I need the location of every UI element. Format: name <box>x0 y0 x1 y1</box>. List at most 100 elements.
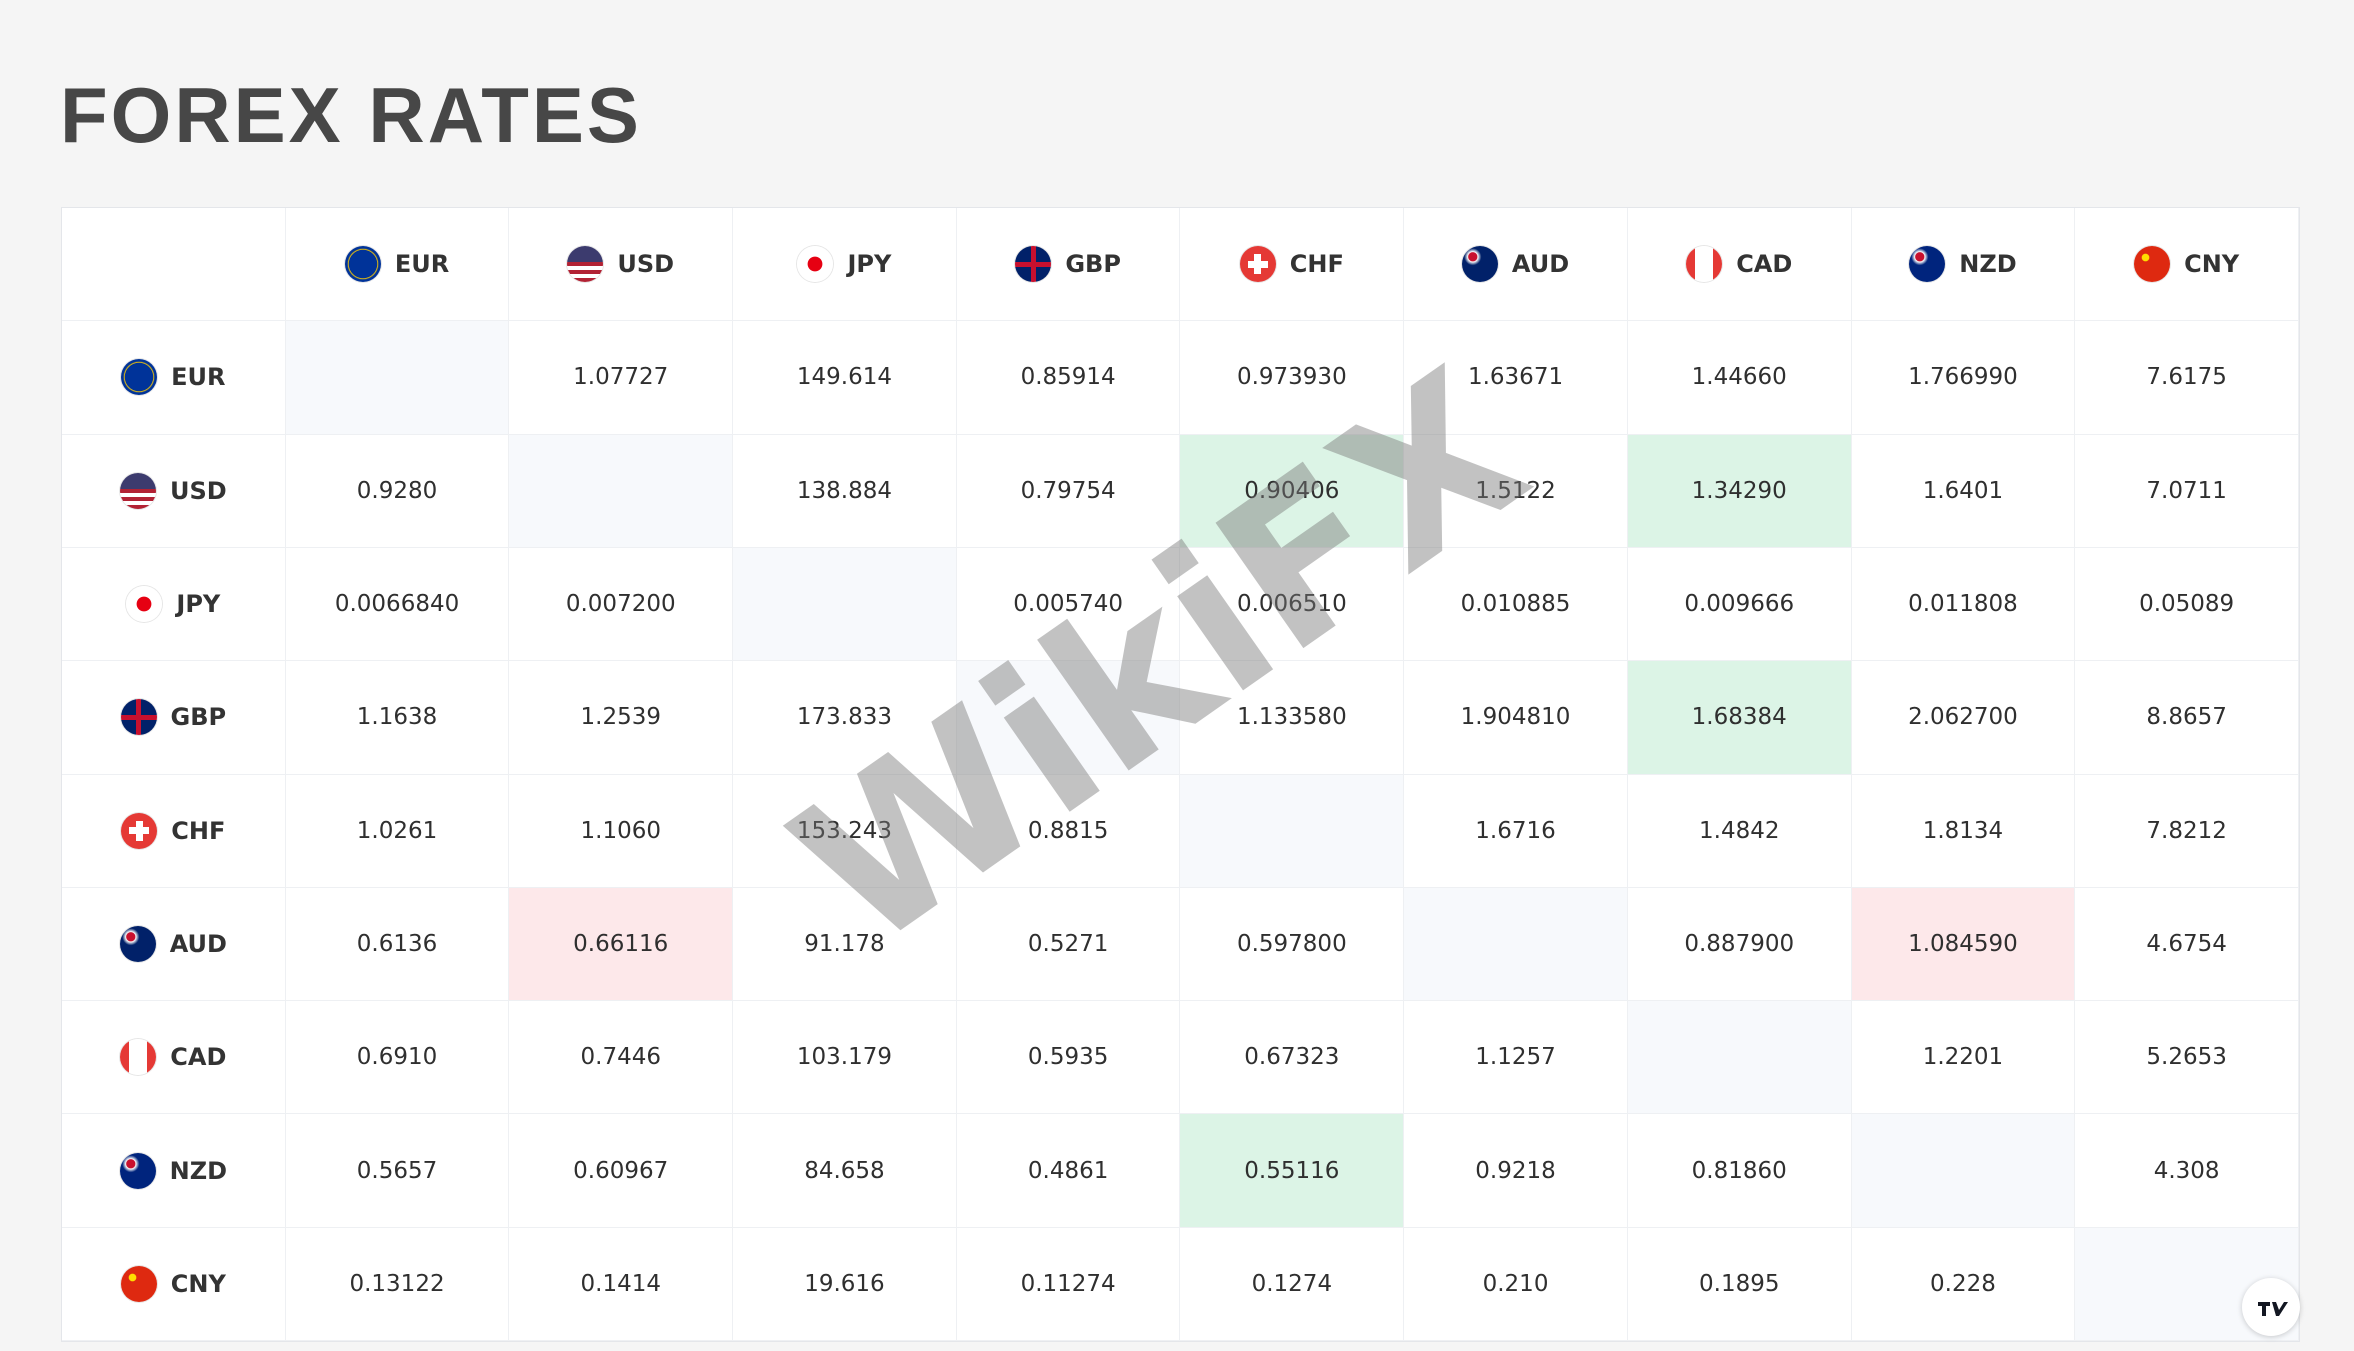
rate-cell: 0.05089 <box>2075 547 2299 662</box>
column-header: AUD <box>1404 208 1628 322</box>
column-header: USD <box>509 208 734 322</box>
rate-cell <box>509 434 734 548</box>
rate-cell: 1.766990 <box>1851 321 2076 435</box>
column-header: EUR <box>285 208 510 322</box>
corner-cell <box>62 208 286 322</box>
flag-icon <box>1015 246 1052 283</box>
column-header: CAD <box>1627 208 1852 322</box>
rate-cell: 0.79754 <box>956 434 1181 548</box>
row-header: CNY <box>62 1227 286 1341</box>
rate-cell: 1.1060 <box>509 774 734 888</box>
rate-cell: 0.9280 <box>285 434 510 548</box>
flag-icon <box>1686 246 1723 283</box>
rate-cell: 7.0711 <box>2075 434 2299 548</box>
flag-icon <box>120 1265 157 1302</box>
flag-icon <box>119 472 156 509</box>
rate-cell <box>1404 887 1628 1002</box>
row-header: CHF <box>62 774 286 888</box>
column-header: GBP <box>956 208 1181 322</box>
rate-cell: 0.5935 <box>956 1001 1181 1115</box>
flag-icon <box>1461 246 1498 283</box>
flag-icon <box>120 699 157 736</box>
rate-cell: 0.5271 <box>956 887 1181 1002</box>
currency-code: CNY <box>170 1269 226 1298</box>
rate-cell: 1.8134 <box>1851 774 2076 888</box>
tradingview-logo[interactable] <box>2242 1278 2300 1336</box>
column-header: CNY <box>2075 208 2299 322</box>
currency-code: CAD <box>170 1043 227 1072</box>
rate-cell: 0.006510 <box>1180 547 1405 662</box>
rate-cell: 1.904810 <box>1404 661 1628 775</box>
row-header: JPY <box>62 547 286 662</box>
rate-cell: 0.007200 <box>509 547 734 662</box>
rate-cell: 1.6716 <box>1404 774 1628 888</box>
currency-code: CHF <box>171 816 226 845</box>
rate-cell: 1.63671 <box>1404 321 1628 435</box>
rate-cell: 0.81860 <box>1627 1114 1852 1228</box>
row-header: AUD <box>62 887 286 1002</box>
flag-icon <box>1239 246 1276 283</box>
rate-cell: 0.85914 <box>956 321 1181 435</box>
rate-cell: 0.66116 <box>509 887 734 1002</box>
flag-icon <box>1909 246 1946 283</box>
rate-cell: 0.4861 <box>956 1114 1181 1228</box>
column-header: JPY <box>733 208 957 322</box>
currency-code: AUD <box>1511 250 1570 279</box>
rate-cell: 138.884 <box>733 434 957 548</box>
rate-cell: 0.55116 <box>1180 1114 1405 1228</box>
rate-cell: 0.210 <box>1404 1227 1628 1341</box>
rate-cell: 0.973930 <box>1180 321 1405 435</box>
row-header: USD <box>62 434 286 548</box>
rate-cell: 19.616 <box>733 1227 957 1341</box>
rate-cell: 0.887900 <box>1627 887 1852 1002</box>
rate-cell: 2.062700 <box>1851 661 2076 775</box>
currency-code: EUR <box>171 363 226 392</box>
rate-cell: 1.084590 <box>1851 887 2076 1002</box>
column-header: NZD <box>1851 208 2076 322</box>
rate-cell: 7.8212 <box>2075 774 2299 888</box>
rate-cell: 1.0261 <box>285 774 510 888</box>
currency-code: NZD <box>169 1156 228 1185</box>
rate-cell: 91.178 <box>733 887 957 1002</box>
rate-cell: 0.7446 <box>509 1001 734 1115</box>
column-header: CHF <box>1180 208 1405 322</box>
currency-code: CNY <box>2184 250 2240 279</box>
rate-cell: 0.6136 <box>285 887 510 1002</box>
rate-cell: 0.1274 <box>1180 1227 1405 1341</box>
rate-cell: 153.243 <box>733 774 957 888</box>
currency-code: USD <box>169 476 227 505</box>
rate-cell: 1.1638 <box>285 661 510 775</box>
currency-code: NZD <box>1959 250 2017 279</box>
rate-cell: 0.13122 <box>285 1227 510 1341</box>
rate-cell: 0.6910 <box>285 1001 510 1115</box>
rate-cell: 0.1414 <box>509 1227 734 1341</box>
currency-code: CAD <box>1736 250 1793 279</box>
page-title: FOREX RATES <box>60 71 642 159</box>
flag-icon <box>121 812 158 849</box>
rate-cell: 0.1895 <box>1627 1227 1852 1341</box>
rate-cell: 84.658 <box>733 1114 957 1228</box>
rate-cell: 1.4842 <box>1627 774 1852 888</box>
rate-cell: 0.009666 <box>1627 547 1852 662</box>
row-header: EUR <box>62 321 286 435</box>
rate-cell: 4.308 <box>2075 1114 2299 1228</box>
rate-cell <box>1180 774 1405 888</box>
currency-code: EUR <box>394 250 450 279</box>
rate-cell: 0.597800 <box>1180 887 1405 1002</box>
rate-cell: 1.34290 <box>1627 434 1852 548</box>
rates-table: EUR USD JPY GBP CHF AUD CAD NZD CNY EUR 1.07727 149… <box>61 207 2300 1342</box>
flag-icon <box>567 246 604 283</box>
rate-cell: 0.5657 <box>285 1114 510 1228</box>
rate-cell: 173.833 <box>733 661 957 775</box>
rate-cell: 8.8657 <box>2075 661 2299 775</box>
flag-icon <box>120 1039 157 1076</box>
rate-cell: 0.8815 <box>956 774 1181 888</box>
rate-cell: 0.11274 <box>956 1227 1181 1341</box>
flag-icon <box>119 1152 156 1189</box>
rate-cell: 1.5122 <box>1404 434 1628 548</box>
rate-cell: 0.010885 <box>1404 547 1628 662</box>
rate-cell <box>956 661 1181 775</box>
rate-cell: 1.2201 <box>1851 1001 2076 1115</box>
rate-cell: 0.228 <box>1851 1227 2076 1341</box>
row-header: NZD <box>62 1114 286 1228</box>
